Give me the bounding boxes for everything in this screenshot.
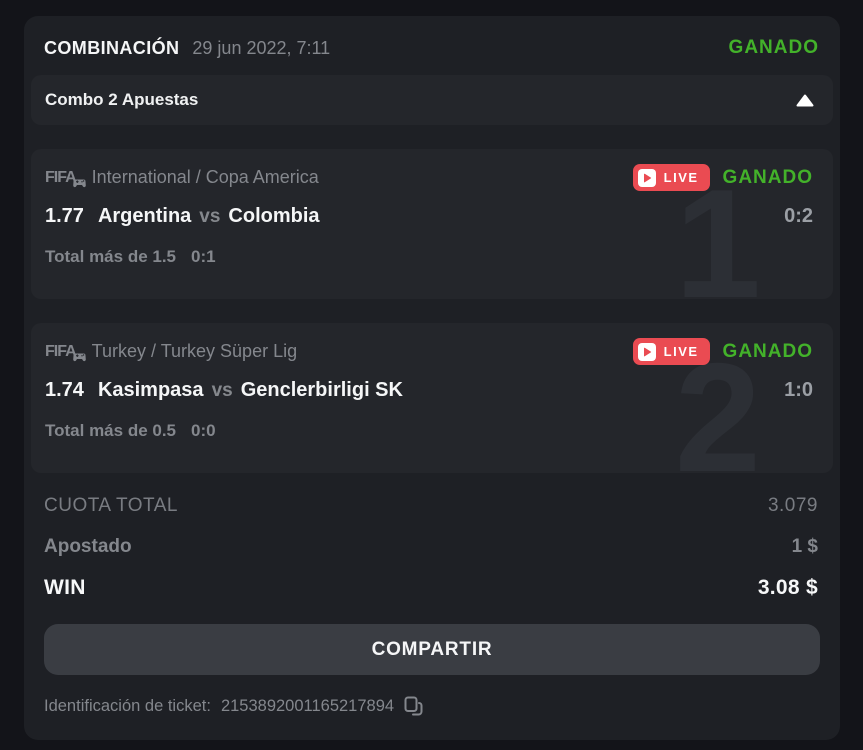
bet-league-row: FIFA International / Copa America (45, 164, 813, 191)
ticket-id-value: 2153892001165217894 (220, 696, 395, 715)
win-value: 3.08 $ (757, 576, 818, 599)
share-button[interactable]: COMPARTIR (44, 624, 820, 675)
live-badge: LIVE (632, 164, 710, 191)
fifa-esports-logo-icon: FIFA (45, 343, 86, 361)
ticket-type-title: COMBINACIÓN (44, 37, 180, 58)
bet-odds: 1.74 (45, 379, 84, 401)
away-team: Colombia (228, 205, 320, 227)
market-selection: Total más de 0.5 (45, 421, 177, 440)
bet-match-row: 1.77 Argentina vs Colombia 0:2 (45, 205, 813, 228)
home-team: Kasimpasa (97, 379, 204, 401)
live-label: LIVE (663, 344, 699, 359)
total-odds-row: CUOTA TOTAL 3.079 (31, 495, 833, 517)
live-badge: LIVE (632, 338, 710, 365)
win-label: WIN (44, 576, 86, 599)
gamepad-icon (72, 175, 86, 193)
ticket-id-label: Identificación de ticket: (44, 696, 211, 715)
stake-row: Apostado 1 $ (31, 536, 833, 558)
bet-status-badge: GANADO (722, 340, 813, 362)
ticket-date: 29 jun 2022, 7:11 (192, 37, 331, 58)
combo-collapse-bar[interactable]: Combo 2 Apuestas (31, 75, 833, 125)
market-score: 0:0 (191, 421, 216, 440)
play-icon (637, 342, 656, 361)
market-score: 0:1 (191, 247, 216, 266)
market-selection: Total más de 1.5 (45, 247, 177, 266)
bet-market-row: Total más de 0.5 0:0 (45, 421, 813, 441)
match-score: 1:0 (784, 379, 813, 401)
bet-match-row: 1.74 Kasimpasa vs Genclerbirligi SK 1:0 (45, 379, 813, 402)
bet-card-1[interactable]: 1 FIFA International / Copa A (31, 149, 833, 299)
ticket-status-badge: GANADO (728, 37, 819, 58)
win-row: WIN 3.08 $ (31, 576, 833, 600)
total-odds-value: 3.079 (767, 495, 818, 516)
play-icon (637, 168, 656, 187)
fifa-esports-logo-icon: FIFA (45, 169, 86, 187)
combo-label: Combo 2 Apuestas (45, 90, 199, 109)
copy-icon[interactable] (404, 696, 423, 716)
bet-card-2[interactable]: 2 FIFA Turkey / Turkey Süper (31, 323, 833, 473)
bet-league-row: FIFA Turkey / Turkey Süper Lig (45, 338, 813, 365)
vs-label: vs (199, 205, 221, 227)
bet-odds: 1.77 (45, 205, 84, 227)
chevron-up-icon[interactable] (795, 93, 815, 107)
stake-label: Apostado (44, 536, 132, 557)
vs-label: vs (211, 379, 233, 401)
ticket-header: COMBINACIÓN 29 jun 2022, 7:11 GANADO (31, 16, 833, 75)
total-odds-label: CUOTA TOTAL (44, 495, 178, 516)
bet-ticket-card: COMBINACIÓN 29 jun 2022, 7:11 GANADO Com… (24, 16, 840, 740)
league-name: International / Copa America (91, 167, 319, 187)
gamepad-icon (72, 349, 86, 367)
bet-status-badge: GANADO (722, 166, 813, 188)
home-team: Argentina (97, 205, 192, 227)
away-team: Genclerbirligi SK (240, 379, 403, 401)
match-score: 0:2 (784, 205, 813, 227)
stake-value: 1 $ (791, 536, 818, 557)
league-name: Turkey / Turkey Süper Lig (91, 341, 298, 361)
bet-market-row: Total más de 1.5 0:1 (45, 247, 813, 267)
ticket-id-row: Identificación de ticket: 21538920011652… (44, 696, 820, 716)
live-label: LIVE (663, 170, 699, 185)
